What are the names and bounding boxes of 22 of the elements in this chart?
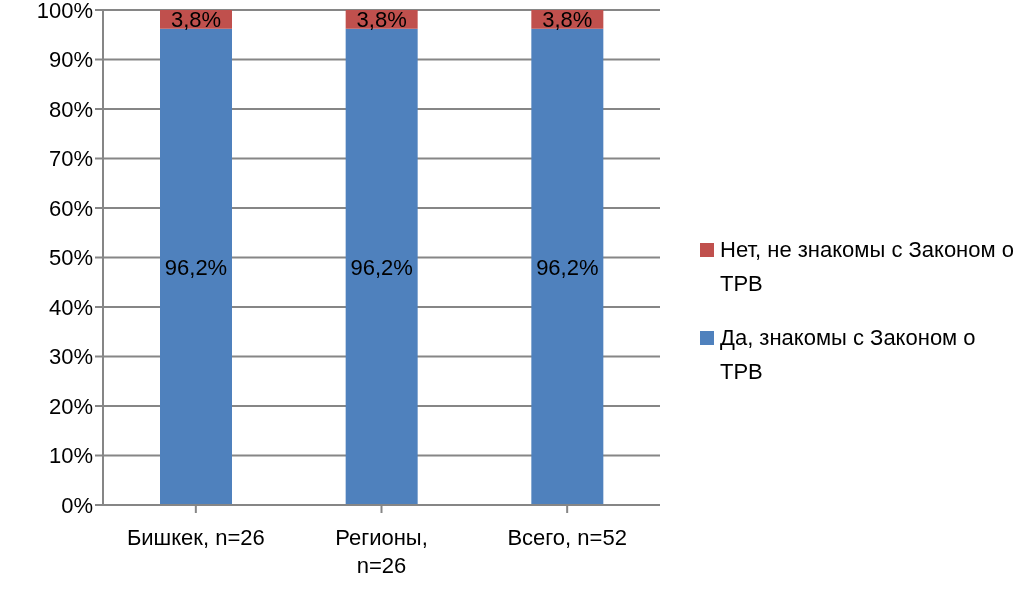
y-tick-label: 100% — [36, 0, 93, 23]
data-label: 96,2% — [164, 254, 228, 280]
data-label: 3,8% — [542, 7, 593, 33]
y-tick-label: 10% — [48, 443, 93, 469]
x-tick-label: Регионы, n=26 — [335, 525, 428, 578]
data-label: 96,2% — [536, 254, 599, 280]
y-tick-label: 30% — [48, 344, 93, 370]
data-label: 96,2% — [350, 254, 413, 280]
legend-label: Нет, не знакомы с Законом о ТРВ — [720, 236, 1015, 298]
legend-label: Да, знакомы с Законом о ТРВ — [720, 324, 977, 386]
y-tick-label: 70% — [48, 146, 93, 172]
y-tick-label: 60% — [48, 195, 93, 221]
y-tick-label: 90% — [48, 47, 93, 73]
data-label: 3,8% — [356, 7, 407, 33]
x-tick-label: Бишкек, n=26 — [126, 525, 265, 550]
y-tick-label: 50% — [48, 245, 93, 271]
y-tick-label: 20% — [48, 393, 93, 419]
x-tick-label: Всего, n=52 — [507, 525, 627, 550]
y-tick-label: 80% — [48, 96, 93, 122]
y-tick-label: 0% — [61, 492, 93, 518]
y-tick-label: 40% — [48, 294, 93, 320]
data-label: 3,8% — [170, 7, 222, 33]
